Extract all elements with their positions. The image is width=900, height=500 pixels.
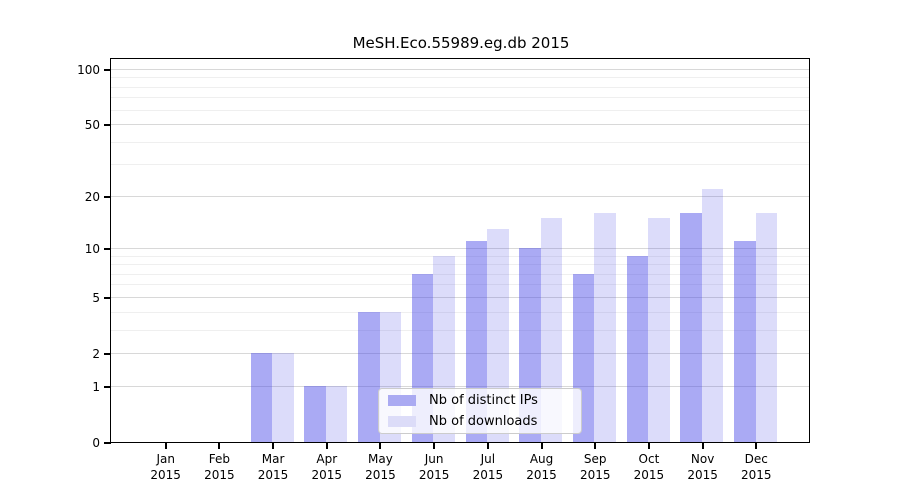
bar-distinct-ips-apr (304, 386, 326, 443)
y-tick (104, 353, 111, 356)
gridline-minor (111, 109, 810, 111)
legend: Nb of distinct IPs Nb of downloads (378, 388, 582, 434)
x-tick-label: Mar 2015 (257, 452, 289, 482)
gridline-minor (111, 273, 810, 275)
y-tick (104, 297, 111, 300)
bar-downloads-apr (325, 386, 348, 443)
y-tick (104, 385, 111, 388)
legend-swatch-distinct-ips-icon (388, 395, 416, 406)
gridline-major (111, 352, 810, 354)
bar-downloads-sep (594, 213, 616, 443)
x-tick-label: Sep 2015 (579, 452, 611, 482)
gridline-minor (111, 97, 810, 99)
y-tick-label: 10 (84, 242, 100, 257)
gridline-minor (111, 264, 810, 266)
x-tick (433, 443, 436, 449)
y-tick (104, 248, 111, 251)
bar-downloads-aug (540, 218, 563, 443)
y-tick (104, 124, 111, 127)
bar-distinct-ips-oct (626, 256, 649, 443)
y-tick-label: 20 (84, 189, 100, 204)
x-tick-label: May 2015 (365, 452, 396, 482)
x-tick-label: Aug 2015 (526, 452, 557, 482)
gridline-minor (111, 86, 810, 88)
bar-distinct-ips-may (358, 312, 380, 443)
bar-downloads-nov (701, 188, 724, 443)
gridline-minor (111, 164, 810, 166)
legend-item-distinct-ips: Nb of distinct IPs (388, 393, 581, 409)
plot-area (110, 58, 811, 444)
chart-title: MeSH.Eco.55989.eg.db 2015 (352, 34, 570, 52)
y-tick (104, 69, 111, 72)
gridline-major (111, 247, 810, 249)
x-tick (701, 443, 704, 449)
gridline-major (111, 123, 810, 125)
y-tick-label: 0 (92, 436, 100, 450)
y-tick-label: 2 (92, 347, 100, 362)
y-tick-label: 50 (84, 118, 100, 133)
gridline-minor (111, 284, 810, 286)
x-tick-label: Nov 2015 (687, 452, 718, 482)
x-tick-label: Jul 2015 (472, 452, 504, 482)
x-tick (540, 443, 543, 449)
y-tick (104, 442, 111, 444)
x-tick (325, 443, 328, 449)
gridline-major (111, 296, 810, 298)
x-tick-label: Dec 2015 (741, 452, 772, 482)
x-tick (164, 443, 167, 449)
x-tick (218, 443, 221, 449)
gridline-minor (111, 77, 810, 79)
gridline-minor (111, 329, 810, 331)
gridline-minor (111, 141, 810, 143)
legend-label-downloads: Nb of downloads (429, 414, 538, 429)
gridline-major (111, 385, 810, 387)
gridline-minor (111, 311, 810, 313)
y-tick-label: 100 (77, 63, 100, 78)
gridline-major (111, 195, 810, 197)
bar-downloads-dec (755, 213, 777, 443)
x-tick (379, 443, 382, 449)
x-tick (755, 443, 758, 449)
x-tick-label: Jan 2015 (150, 452, 181, 482)
y-tick-label: 5 (92, 291, 100, 306)
x-tick (272, 443, 275, 449)
bar-distinct-ips-mar (250, 353, 273, 443)
legend-swatch-downloads-icon (388, 416, 416, 427)
bar-distinct-ips-dec (734, 241, 756, 443)
x-tick-label: Apr 2015 (311, 452, 343, 482)
x-tick-label: Jun 2015 (418, 452, 450, 482)
bar-downloads-mar (272, 353, 294, 443)
x-tick (594, 443, 597, 449)
gridline-minor (111, 255, 810, 257)
bar-distinct-ips-nov (680, 213, 702, 443)
x-tick (486, 443, 489, 449)
legend-label-distinct-ips: Nb of distinct IPs (429, 393, 538, 408)
x-tick-label: Oct 2015 (633, 452, 665, 482)
y-tick (104, 195, 111, 198)
gridline-major (111, 68, 810, 70)
x-tick (647, 443, 650, 449)
y-tick-label: 1 (92, 379, 100, 394)
legend-item-downloads: Nb of downloads (388, 414, 581, 430)
bar-downloads-oct (648, 218, 670, 443)
x-tick-label: Feb 2015 (204, 452, 235, 482)
